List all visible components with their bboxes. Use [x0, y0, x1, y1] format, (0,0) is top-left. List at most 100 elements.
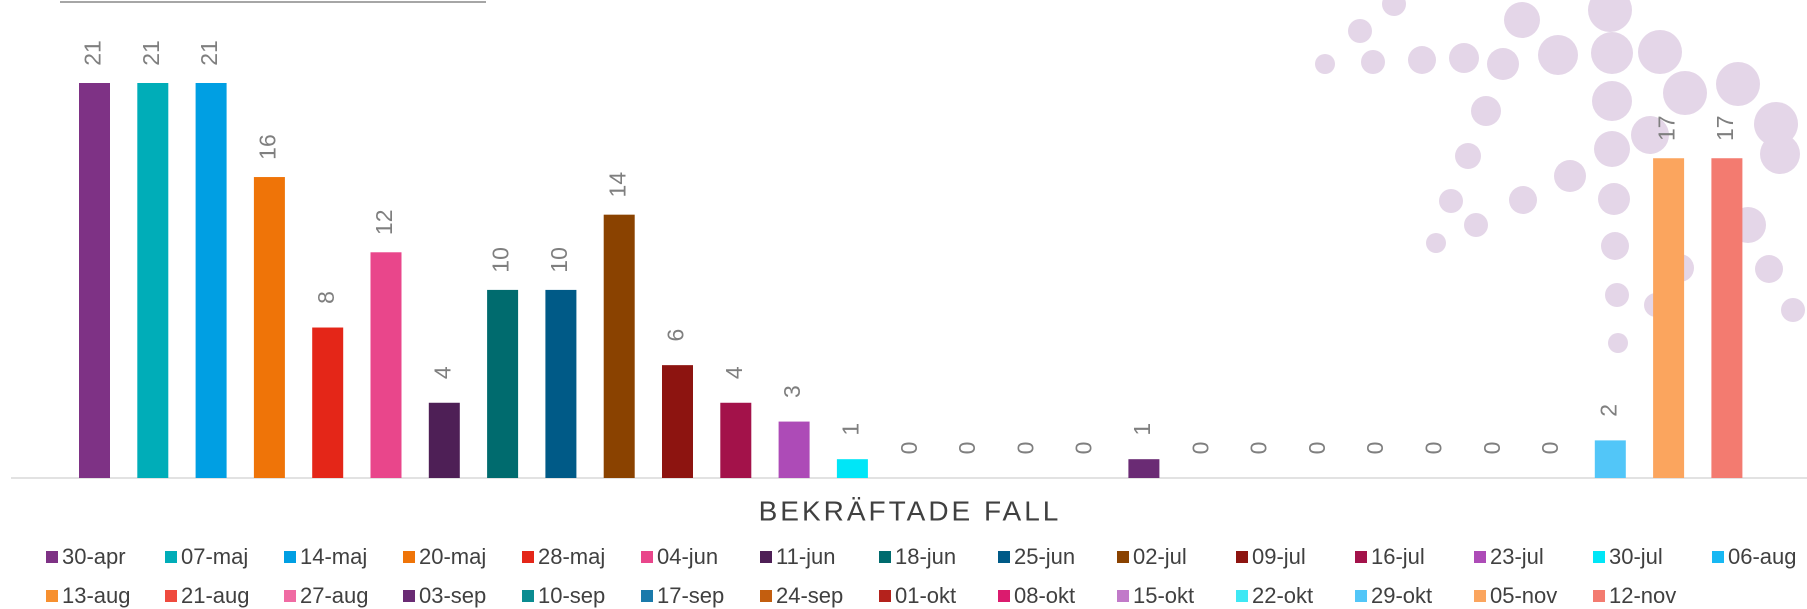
bar [429, 403, 460, 478]
legend-swatch [403, 590, 415, 602]
legend-swatch [641, 551, 653, 563]
value-label: 6 [663, 329, 689, 342]
bar [371, 252, 402, 478]
legend-label: 29-okt [1371, 583, 1432, 608]
bar [604, 215, 635, 478]
legend-label: 03-sep [419, 583, 486, 608]
bar [1653, 158, 1684, 478]
value-label: 12 [371, 209, 397, 235]
legend-swatch [522, 551, 534, 563]
legend-label: 24-sep [776, 583, 843, 608]
legend-label: 08-okt [1014, 583, 1075, 608]
legend-label: 13-aug [62, 583, 131, 608]
value-label: 2 [1595, 404, 1621, 417]
value-label: 0 [1479, 442, 1505, 455]
legend-label: 01-okt [895, 583, 956, 608]
value-label: 4 [429, 366, 455, 379]
legend-label: 09-jul [1252, 544, 1306, 569]
legend-label: 04-jun [657, 544, 718, 569]
value-label: 0 [954, 442, 980, 455]
legend-label: 21-aug [181, 583, 250, 608]
value-label: 0 [896, 442, 922, 455]
legend-swatch [284, 590, 296, 602]
value-label: 3 [779, 385, 805, 398]
bar [1128, 459, 1159, 478]
value-label: 0 [1012, 442, 1038, 455]
bar [662, 365, 693, 478]
bar [196, 83, 227, 478]
value-label: 0 [1537, 442, 1563, 455]
legend-label: 18-jun [895, 544, 956, 569]
legend-swatch [1355, 590, 1367, 602]
page: BEKRÄFTADE FALL 2130-apr2107-maj2114-maj… [0, 0, 1807, 609]
legend-swatch [284, 551, 296, 563]
value-label: 0 [1246, 442, 1272, 455]
bar [1711, 158, 1742, 478]
bar [837, 459, 868, 478]
value-label: 4 [721, 366, 747, 379]
legend-label: 30-apr [62, 544, 126, 569]
bar [545, 290, 576, 478]
legend-swatch [641, 590, 653, 602]
legend-swatch [1593, 551, 1605, 563]
value-label: 17 [1654, 115, 1680, 141]
legend-swatch [1474, 590, 1486, 602]
legend-swatch [1236, 590, 1248, 602]
legend-swatch [760, 551, 772, 563]
legend-swatch [1474, 551, 1486, 563]
bar [779, 422, 810, 478]
legend-label: 28-maj [538, 544, 605, 569]
value-label: 14 [604, 172, 630, 198]
legend-swatch [165, 590, 177, 602]
value-label: 0 [1071, 442, 1097, 455]
legend-label: 14-maj [300, 544, 367, 569]
legend-swatch [46, 590, 58, 602]
legend-swatch [403, 551, 415, 563]
bar [487, 290, 518, 478]
legend-swatch [46, 551, 58, 563]
legend-label: 12-nov [1609, 583, 1676, 608]
legend-swatch [165, 551, 177, 563]
value-label: 8 [313, 291, 339, 304]
legend-label: 07-maj [181, 544, 248, 569]
value-label: 1 [837, 423, 863, 436]
value-label: 10 [488, 247, 514, 273]
legend-label: 15-okt [1133, 583, 1194, 608]
legend-label: 06-aug [1728, 544, 1797, 569]
legend-label: 23-jul [1490, 544, 1544, 569]
legend-swatch [879, 590, 891, 602]
value-label: 10 [546, 247, 572, 273]
value-label: 0 [1304, 442, 1330, 455]
legend-swatch [1117, 551, 1129, 563]
legend-label: 20-maj [419, 544, 486, 569]
legend-swatch [760, 590, 772, 602]
legend-label: 05-nov [1490, 583, 1557, 608]
legend-label: 27-aug [300, 583, 369, 608]
value-label: 0 [1187, 442, 1213, 455]
legend-label: 10-sep [538, 583, 605, 608]
x-axis-title: BEKRÄFTADE FALL [759, 495, 1062, 526]
legend-label: 30-jul [1609, 544, 1663, 569]
legend-swatch [1236, 551, 1248, 563]
value-label: 0 [1362, 442, 1388, 455]
legend-swatch [1712, 551, 1724, 563]
value-label: 16 [254, 134, 280, 160]
bar [720, 403, 751, 478]
value-label: 21 [80, 40, 106, 66]
value-label: 17 [1712, 115, 1738, 141]
value-label: 1 [1129, 423, 1155, 436]
bar [254, 177, 285, 478]
legend-label: 22-okt [1252, 583, 1313, 608]
legend-swatch [998, 590, 1010, 602]
bar [137, 83, 168, 478]
value-label: 21 [196, 40, 222, 66]
legend-swatch [879, 551, 891, 563]
value-label: 0 [1420, 442, 1446, 455]
legend-label: 16-jul [1371, 544, 1425, 569]
value-label: 21 [138, 40, 164, 66]
chart: BEKRÄFTADE FALL 2130-apr2107-maj2114-maj… [0, 0, 1807, 609]
legend-swatch [998, 551, 1010, 563]
legend-label: 25-jun [1014, 544, 1075, 569]
legend-label: 17-sep [657, 583, 724, 608]
legend-label: 11-jun [776, 544, 836, 569]
